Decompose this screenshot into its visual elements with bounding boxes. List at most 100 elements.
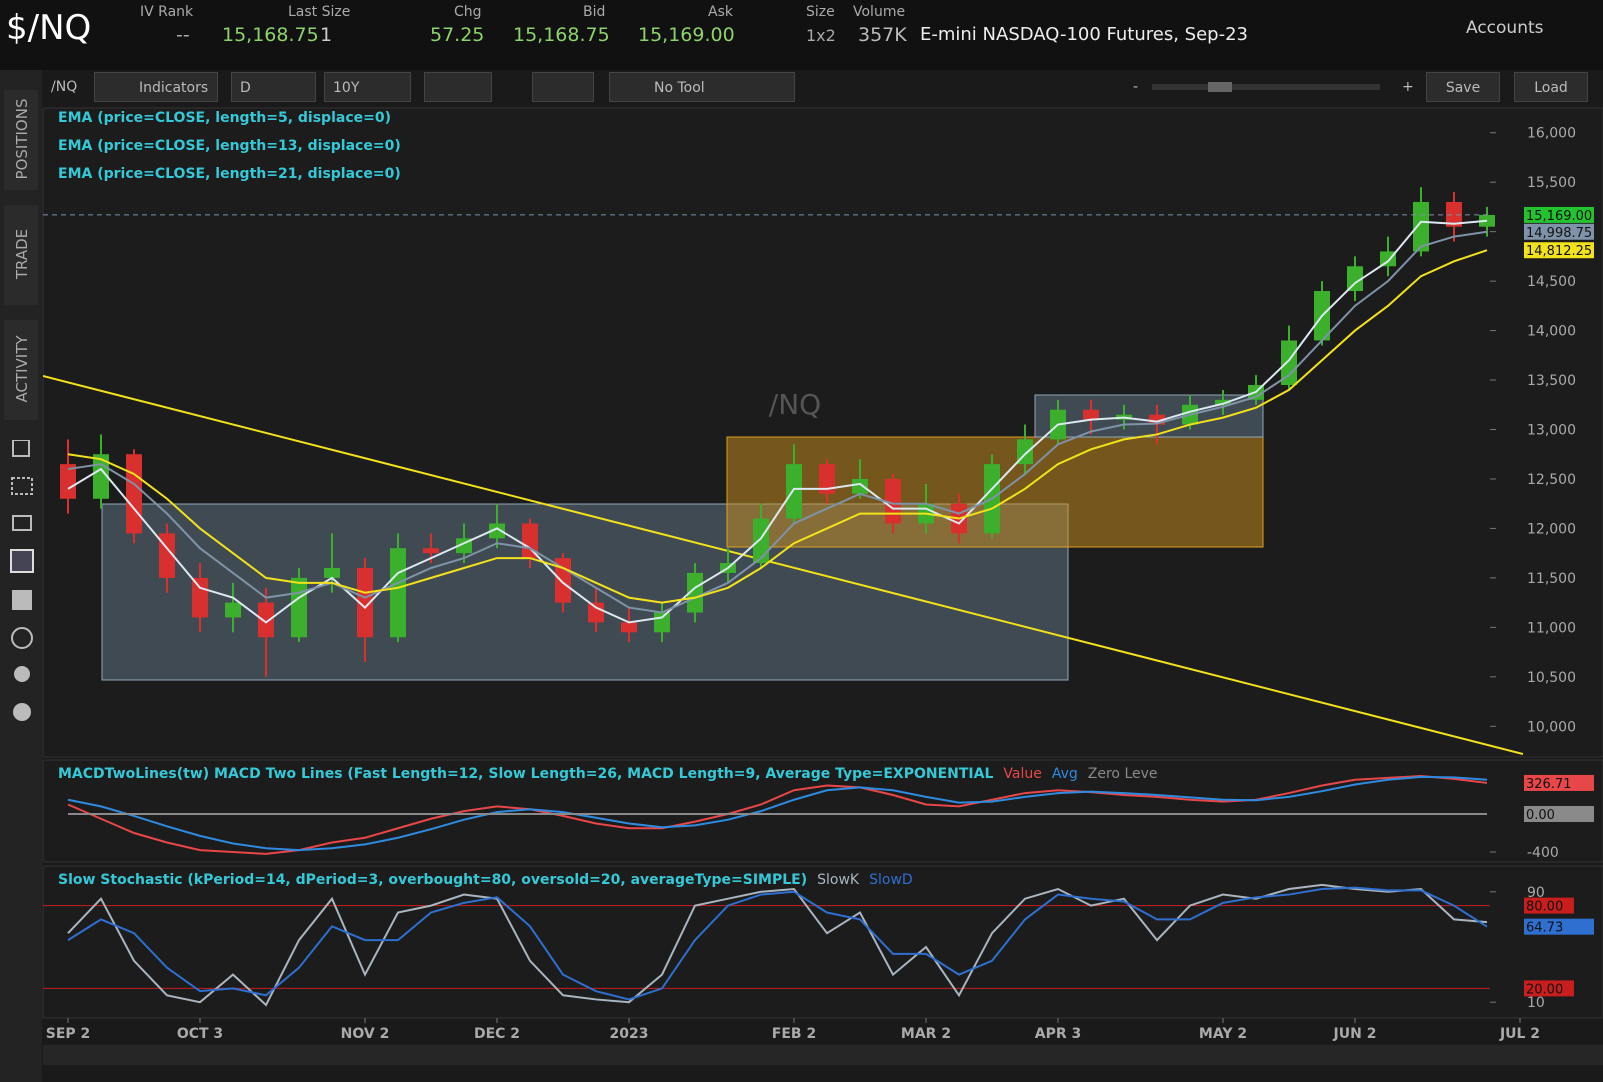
scrollbar[interactable] <box>43 1045 1603 1065</box>
range-box <box>101 503 1069 681</box>
level-tag <box>1524 980 1574 997</box>
symbol: $/NQ <box>6 8 92 48</box>
legend-entry: EMA (price=CLOSE, length=13, displace=0) <box>58 138 401 154</box>
candle-body <box>1248 384 1264 400</box>
series-line <box>67 249 1488 604</box>
price-tag-label: 14,812.25 <box>1526 244 1592 259</box>
range-select[interactable]: 10Y <box>324 72 411 102</box>
price-tag <box>1524 242 1594 259</box>
y-tick-label: 90 <box>1527 885 1545 901</box>
y-tick-label: 14,500 <box>1527 274 1576 290</box>
y-tick-label: 10,000 <box>1527 719 1576 735</box>
field-label: Volume <box>853 4 906 20</box>
tool-select[interactable]: No Tool <box>609 72 795 102</box>
candle-body <box>1017 439 1033 465</box>
candle-body <box>291 577 307 638</box>
candle-body <box>258 602 274 638</box>
icon[interactable] <box>10 549 34 573</box>
candle-body <box>1413 201 1429 252</box>
header: $/NQ IV Rank -- Last Size 15,168.75 1 Ch… <box>0 0 1603 70</box>
x-tick-label: DEC 2 <box>474 1026 520 1042</box>
series-line <box>67 886 1488 1001</box>
field-label: Ask <box>708 4 733 20</box>
candle-body <box>819 464 835 494</box>
icon[interactable] <box>14 666 30 682</box>
candle-body <box>456 538 472 554</box>
price-tag-label: 326.71 <box>1526 777 1572 792</box>
field-label: Size <box>806 4 835 20</box>
candle-body <box>753 518 769 564</box>
style-select[interactable] <box>424 72 492 102</box>
candle-body <box>588 602 604 623</box>
sidebar: POSITIONS TRADE ACTIVITY <box>0 70 42 1082</box>
drawing-select[interactable] <box>532 72 594 102</box>
aggregation-select[interactable]: D <box>231 72 316 102</box>
zoom-slider[interactable] <box>1152 82 1380 92</box>
stoch-panel <box>42 865 1603 1019</box>
candle-body <box>555 558 571 603</box>
candle-body <box>1149 414 1165 425</box>
y-tick-label: 12,000 <box>1527 521 1576 537</box>
price-tag <box>1524 805 1594 822</box>
legend-entry: SlowK <box>817 872 860 888</box>
field-value: 15,168.75 <box>513 24 610 46</box>
candle-body <box>951 503 967 534</box>
sidebar-tab[interactable]: TRADE <box>13 228 31 280</box>
series-line <box>67 230 1488 614</box>
y-tick-label: 13,500 <box>1527 373 1576 389</box>
icon[interactable] <box>12 515 32 531</box>
x-tick-label: JUN 2 <box>1333 1026 1377 1042</box>
price-tag-label: 0.00 <box>1526 808 1555 823</box>
icon[interactable] <box>13 703 31 721</box>
y-tick-label: 14,000 <box>1527 324 1576 340</box>
range-box <box>726 436 1264 548</box>
candle-body <box>324 567 340 578</box>
zoom-out[interactable]: - <box>1133 79 1139 95</box>
candle-body <box>654 612 670 633</box>
candle-body <box>984 464 1000 534</box>
candle-body <box>687 572 703 613</box>
trendline <box>43 375 1523 755</box>
candle-body <box>1215 399 1231 405</box>
candle-body <box>225 602 241 618</box>
legend-entry: Value <box>1003 766 1041 782</box>
icon[interactable] <box>11 627 33 649</box>
icon[interactable] <box>11 477 33 495</box>
price-tag-label: 15,169.00 <box>1526 209 1592 224</box>
zoom-thumb[interactable] <box>1208 82 1232 92</box>
indicators-button[interactable]: Indicators <box>94 72 218 102</box>
level-label: 20.00 <box>1526 982 1563 997</box>
candle-body <box>1479 214 1495 227</box>
zoom-in[interactable]: + <box>1402 79 1414 95</box>
series-line <box>67 219 1488 624</box>
x-tick-label: SEP 2 <box>46 1026 91 1042</box>
range-box <box>1034 394 1264 438</box>
price-tag-label: 14,998.75 <box>1526 226 1592 241</box>
x-tick-label: OCT 3 <box>177 1026 223 1042</box>
candle-body <box>852 478 868 494</box>
candle-body <box>1380 251 1396 267</box>
icon[interactable] <box>12 590 32 610</box>
field-value: 57.25 <box>430 24 485 46</box>
field-label: Bid <box>583 4 606 20</box>
y-tick-label: 11,500 <box>1527 571 1576 587</box>
level-label: 80.00 <box>1526 900 1563 915</box>
icon[interactable] <box>12 440 30 457</box>
sidebar-tab[interactable]: ACTIVITY <box>13 335 31 403</box>
panel-title: MACDTwoLines(tw) MACD Two Lines (Fast Le… <box>58 766 993 782</box>
legend-entry: EMA (price=CLOSE, length=21, displace=0) <box>58 166 401 182</box>
save-button[interactable]: Save <box>1426 72 1500 102</box>
legend-entry: Avg <box>1052 766 1078 782</box>
price-panel <box>42 107 1603 758</box>
candle-body <box>1446 201 1462 227</box>
candle-body <box>1050 409 1066 440</box>
tab-bg <box>4 320 38 420</box>
x-tick-label: JUL 2 <box>1499 1026 1540 1042</box>
sidebar-tab[interactable]: POSITIONS <box>13 98 31 180</box>
price-tag-label: 64.73 <box>1526 921 1563 936</box>
x-tick-label: MAY 2 <box>1199 1026 1247 1042</box>
accounts-button[interactable]: Accounts <box>1466 18 1544 38</box>
load-button[interactable]: Load <box>1514 72 1588 102</box>
